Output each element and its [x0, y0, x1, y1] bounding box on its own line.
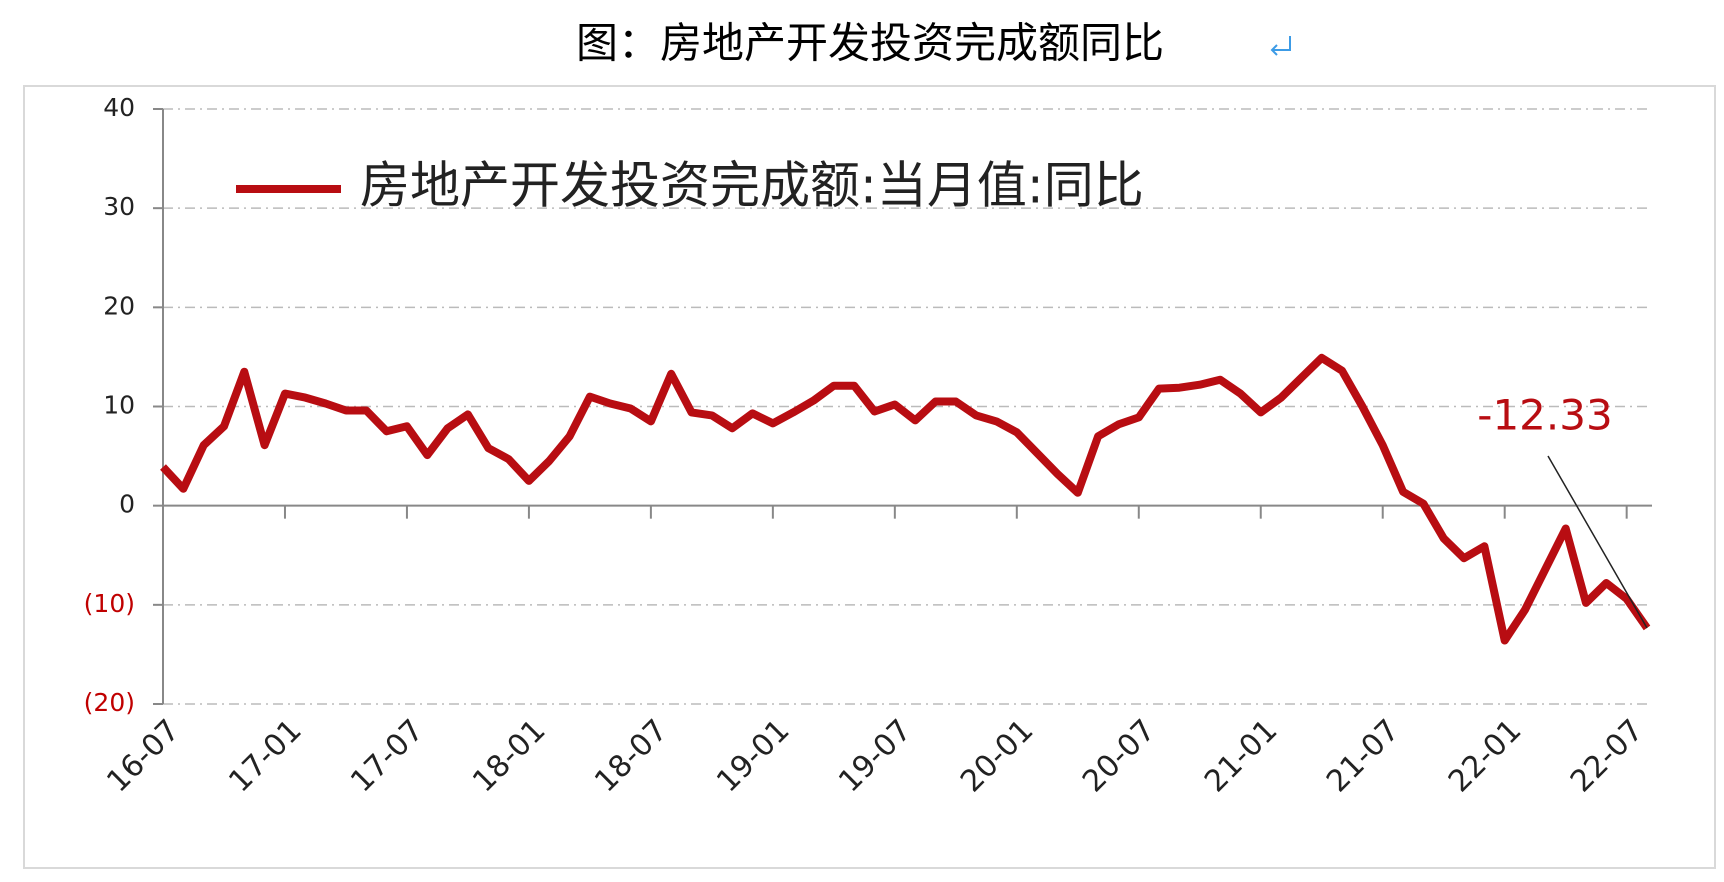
- x-tick-label: 21-07: [1320, 713, 1406, 799]
- y-tick-label: 10: [103, 391, 135, 420]
- x-tick-label: 18-07: [588, 713, 674, 799]
- x-tick-label: 19-01: [710, 713, 796, 799]
- y-tick-label: 20: [103, 291, 135, 320]
- y-tick-label: 30: [103, 192, 135, 221]
- legend-label: 房地产开发投资完成额:当月值:同比: [360, 157, 1144, 215]
- chart-frame: [23, 85, 1716, 869]
- y-tick-label: (10): [84, 589, 135, 618]
- x-tick-label: 22-07: [1564, 713, 1650, 799]
- y-tick-label: 40: [103, 93, 135, 122]
- x-tick-label: 19-07: [832, 713, 918, 799]
- x-tick-label: 22-01: [1442, 713, 1528, 799]
- chart-title: 图：房地产开发投资完成额同比: [576, 21, 1164, 68]
- x-tick-label: 20-01: [954, 713, 1040, 799]
- paragraph-mark: [1270, 36, 1291, 56]
- x-tick-label: 21-01: [1198, 713, 1284, 799]
- x-tick-label: 17-07: [344, 713, 430, 799]
- x-tick-label: 18-01: [466, 713, 552, 799]
- x-tick-label: 16-07: [100, 713, 186, 799]
- x-tick-label: 17-01: [222, 713, 308, 799]
- series-line: [160, 353, 1651, 645]
- data-label: -12.33: [1477, 390, 1612, 439]
- y-tick-label: 0: [119, 490, 135, 519]
- x-tick-label: 20-07: [1076, 713, 1162, 799]
- y-tick-label: (20): [84, 688, 135, 717]
- annotation-leader: [1547, 455, 1648, 629]
